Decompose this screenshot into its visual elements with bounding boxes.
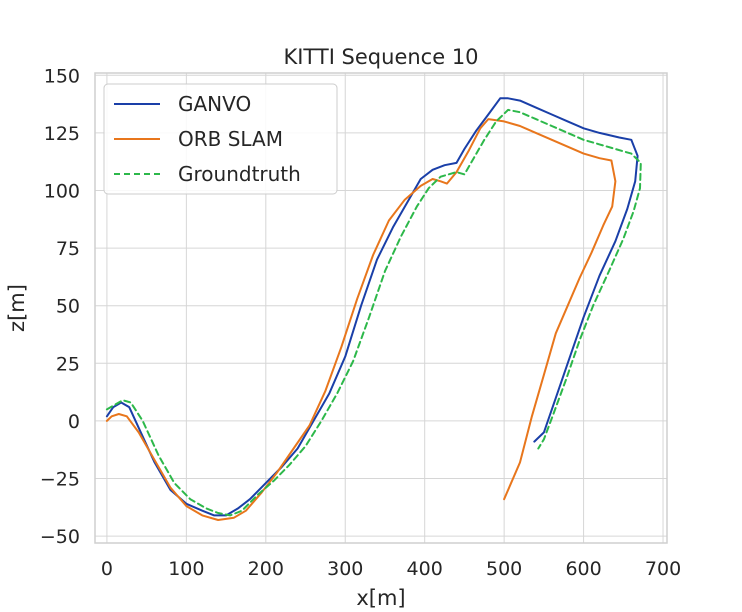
y-tick-label: 75 [56, 238, 80, 260]
legend-label: GANVO [178, 92, 251, 116]
y-tick-label: 150 [44, 65, 80, 87]
legend: GANVO ORB SLAM Groundtruth [103, 83, 338, 195]
legend-box [103, 83, 338, 195]
series-line-ganvo [105, 97, 639, 517]
x-tick-label: 400 [407, 558, 443, 580]
y-tick-label: 100 [44, 181, 80, 203]
y-tick-label: 125 [44, 123, 80, 145]
y-tick-label: −50 [40, 526, 80, 548]
x-tick-label: 300 [327, 558, 363, 580]
series-lines [105, 97, 642, 521]
grid [95, 73, 667, 543]
x-axis-label: x[m] [356, 586, 405, 610]
y-tick-label: 0 [68, 411, 80, 433]
series-line-groundtruth [105, 108, 642, 517]
plot-frame [94, 72, 668, 544]
y-tick-label: 25 [56, 353, 80, 375]
tick-labels: 0 100 200 300 400 500 600 700 −50 −25 0 25 50 75 100 12… [40, 65, 681, 580]
legend-label: ORB SLAM [178, 127, 283, 151]
x-tick-label: 600 [565, 558, 601, 580]
series-line-orb-slam [105, 118, 617, 521]
x-tick-label: 500 [486, 558, 522, 580]
legend-label: Groundtruth [178, 162, 301, 186]
y-tick-label: 50 [56, 296, 80, 318]
x-tick-label: 700 [645, 558, 681, 580]
y-tick-label: −25 [40, 468, 80, 490]
y-axis-label: z[m] [5, 284, 29, 332]
chart-title: KITTI Sequence 10 [283, 45, 478, 69]
x-tick-label: 200 [248, 558, 284, 580]
x-tick-label: 100 [168, 558, 204, 580]
x-tick-label: 0 [101, 558, 113, 580]
